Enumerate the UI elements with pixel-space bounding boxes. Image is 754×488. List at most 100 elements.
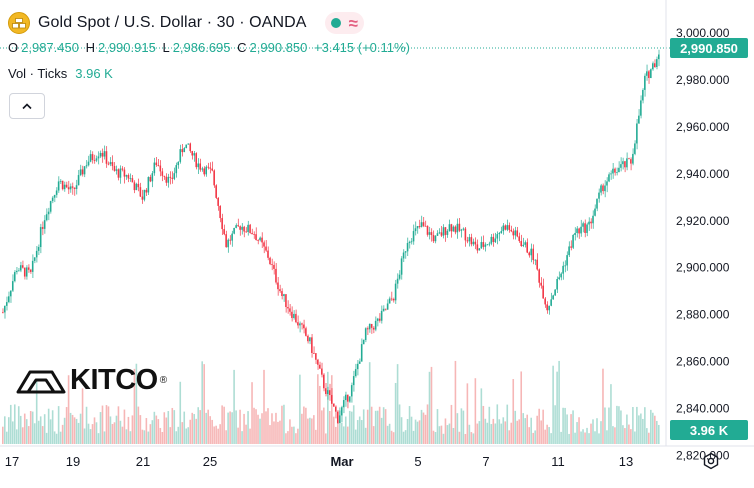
candle-body [331,395,333,404]
candle-body [622,161,624,165]
candle-body [348,396,351,402]
candle-body [237,225,239,227]
volume-bar [634,431,636,444]
candle-body [614,168,616,173]
candle-body [121,168,124,170]
volume-bar [582,429,584,444]
candle-body [101,152,104,157]
candle-body [19,265,22,271]
candle-body [269,257,271,265]
volume-bar [211,419,213,444]
volume-bar [217,428,219,444]
candle-body [141,196,144,200]
volume-bar [109,416,112,444]
volume-bar [650,409,652,444]
candle-body [468,237,471,242]
volume-bar [552,365,554,444]
candle-body [388,298,391,304]
candle-body [105,151,108,164]
volume-bar [287,431,289,444]
candle-body [520,241,523,247]
candle-body [103,151,106,157]
candle-body [261,237,263,243]
candle-body [450,224,453,232]
volume-bar [309,417,311,444]
volume-bar [235,410,237,444]
volume-bar [61,424,64,444]
candle-body [446,230,449,235]
volume-bar [652,412,654,444]
volume-bar [43,414,46,444]
time-tick-label: 17 [5,454,19,469]
price-axis[interactable]: 3,000.000 2,980.000 2,960.000 2,940.000 2,92… [676,26,730,462]
volume-bar [360,420,363,444]
volume-bar [127,416,130,444]
candle-body [319,364,321,369]
candle-body [580,226,582,234]
candle-body [255,234,257,241]
market-status-pill[interactable]: ≈ [324,12,364,34]
price-tick-label: 2,820.000 [676,448,730,462]
volume-bar [596,418,598,444]
volume-bar [630,429,632,444]
volume-bar [143,430,146,444]
candle-body [442,227,445,236]
candle-body [51,197,54,202]
time-axis[interactable]: 17 19 21 25 Mar 5 7 11 13 [5,454,633,469]
candle-body [550,299,552,306]
candle-body [87,161,90,166]
candle-body [23,267,26,277]
volume-bar [432,430,435,444]
volume-legend[interactable]: Vol · Ticks 3.96 K [8,66,113,81]
volume-bar [560,431,562,444]
volume-bar [283,404,285,444]
candle-body [199,163,201,170]
candle-body [125,175,128,177]
collapse-legend-button[interactable] [9,93,45,119]
candle-body [9,290,12,297]
volume-bar [340,422,343,444]
candle-body [636,123,638,144]
candle-body [71,186,74,188]
candle-body [57,181,60,191]
candle-body [452,226,455,232]
candle-body [448,224,451,231]
candle-body [95,158,98,161]
candle-body [59,180,62,182]
candle-body [139,187,142,197]
volume-bar [638,415,640,444]
volume-bar [548,427,550,444]
candle-body [29,269,32,272]
candle-body [552,295,554,300]
symbol-title[interactable]: Gold Spot / U.S. Dollar · 30 · OANDA [38,14,307,31]
volume-bar [502,417,505,444]
volume-bar [125,429,128,444]
candle-body [143,189,146,200]
candle-body [155,162,158,166]
volume-bar [141,429,144,444]
volume-bar [648,432,650,444]
price-tick-label: 2,880.000 [676,308,730,322]
candle-body [392,298,395,301]
candle-body [303,324,305,329]
candle-body [253,234,255,236]
volume-bar [448,423,451,444]
volume-bar [137,406,140,444]
volume-bar [319,385,321,444]
chart-settings-button[interactable] [700,450,722,472]
gold-bars-icon[interactable] [8,12,30,34]
volume-bar [317,374,319,444]
time-tick-label: Mar [330,454,353,469]
candle-body [476,244,479,251]
candle-body [590,221,592,224]
candle-body [305,328,307,336]
volume-bar [281,405,283,444]
volume-bar [388,423,391,444]
volume-bar [289,419,291,444]
volume-bar [107,406,110,444]
candle-body [229,239,231,241]
volume-bar [372,426,375,444]
volume-bar [622,425,624,444]
volume-bar [299,374,301,444]
